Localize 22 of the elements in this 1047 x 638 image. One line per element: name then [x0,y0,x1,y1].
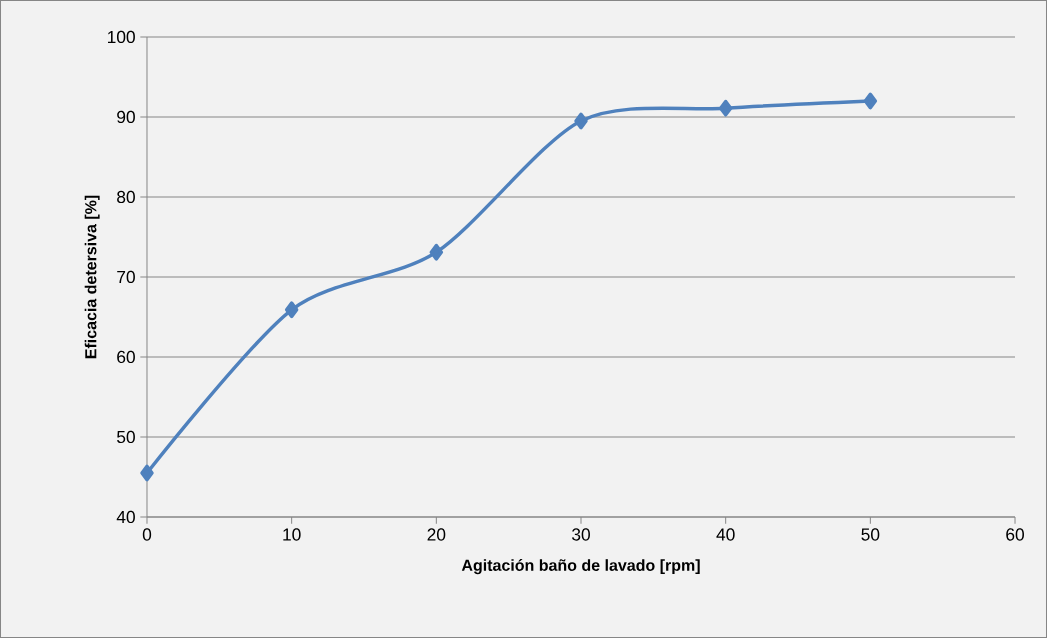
x-tick-label: 10 [283,528,301,541]
y-tick-label: 80 [117,190,135,204]
point [718,99,733,117]
y-tick-label: 100 [108,30,135,44]
y-tick-label: 90 [117,110,135,124]
x-tick-label: 0 [142,528,152,541]
point [574,112,588,130]
y-tick-label: 50 [117,430,135,444]
point [863,92,878,110]
y-tick-label: 40 [116,510,135,524]
point [429,243,444,261]
y-axis-title: Eficacia detersiva [%] [84,195,100,359]
x-tick-label: 50 [861,528,880,541]
y-tick-label: 70 [117,270,135,284]
y-tick-label: 60 [117,350,135,364]
point [284,301,299,319]
point [140,464,154,482]
x-tick-label: 30 [572,528,590,541]
x-tick-label: 20 [427,528,446,541]
x-tick-label: 40 [716,528,735,541]
x-axis-title: Agitación baño de lavado [rpm] [461,559,700,575]
x-tick-label: 60 [1006,528,1024,541]
